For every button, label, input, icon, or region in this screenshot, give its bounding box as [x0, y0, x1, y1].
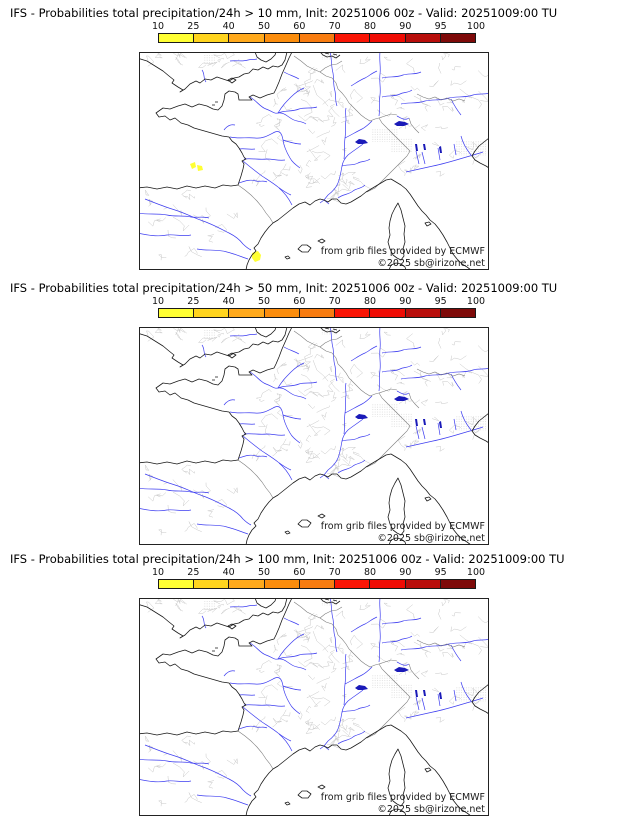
colorbar-tick: 95: [434, 296, 447, 307]
colorbar-segment: [335, 309, 371, 317]
colorbar-tick: 90: [399, 567, 412, 578]
colorbar-tick: 80: [363, 21, 377, 32]
colorbar-segment: [440, 34, 475, 42]
map-svg: [139, 598, 489, 816]
copyright-credit: ©2025 sb@irizone.net: [377, 258, 485, 269]
colorbar-tick: 40: [222, 296, 235, 307]
map-svg: [139, 52, 489, 270]
colorbar-segment: [405, 34, 441, 42]
colorbar-tick: 80: [363, 567, 377, 578]
colorbar-ticks: 10 25 40 50 60 70 80 90 95 100: [152, 567, 485, 578]
colorbar-segment: [299, 580, 336, 588]
panel-precip-gt-50mm: IFS - Probabilities total precipitation/…: [0, 281, 630, 547]
colorbar-segment: [159, 580, 195, 588]
copyright-credit: ©2025 sb@irizone.net: [377, 533, 485, 544]
colorbar-tick: 40: [222, 21, 235, 32]
colorbar-tick: 10: [151, 296, 165, 307]
panel-title: IFS - Probabilities total precipitation/…: [10, 281, 558, 295]
colorbar-segment: [335, 580, 371, 588]
colorbar-segment: [440, 309, 475, 317]
colorbar-segment: [194, 34, 230, 42]
probability-area-bay-of-biscay-spot-2: [197, 165, 203, 171]
panel-precip-gt-100mm: IFS - Probabilities total precipitation/…: [0, 552, 630, 818]
colorbar-tick: 10: [151, 567, 165, 578]
colorbar-segment: [264, 34, 300, 42]
colorbar-tick: 60: [293, 296, 306, 307]
map-western-europe: from grib files provided by ECMWF ©2025 …: [139, 327, 489, 545]
map-western-europe: from grib files provided by ECMWF ©2025 …: [139, 52, 489, 270]
colorbar-segment: [264, 580, 300, 588]
panel-title: IFS - Probabilities total precipitation/…: [10, 6, 558, 20]
colorbar-segment: [229, 34, 265, 42]
colorbar-tick: 50: [257, 296, 271, 307]
colorbar-tick: 25: [187, 21, 200, 32]
colorbar-tick: 25: [187, 296, 200, 307]
colorbar-segment: [194, 580, 230, 588]
colorbar-segment: [229, 580, 265, 588]
map-svg: [139, 327, 489, 545]
colorbar-ticks: 10 25 40 50 60 70 80 90 95 100: [152, 21, 485, 32]
panel-precip-gt-10mm: IFS - Probabilities total precipitation/…: [0, 6, 630, 272]
colorbar-tick: 70: [328, 21, 341, 32]
probability-colorbar: [158, 33, 476, 43]
probability-area-valencia-coast-spot: [252, 251, 261, 262]
map-layers: [139, 327, 489, 545]
colorbar-tick: 95: [434, 21, 447, 32]
colorbar-segment: [159, 34, 195, 42]
colorbar-tick: 90: [399, 21, 412, 32]
colorbar-ticks: 10 25 40 50 60 70 80 90 95 100: [152, 296, 485, 307]
colorbar-tick: 100: [466, 296, 486, 307]
colorbar-tick: 10: [151, 21, 165, 32]
colorbar-segment: [194, 309, 230, 317]
colorbar-segment: [335, 34, 371, 42]
probability-colorbar: [158, 579, 476, 589]
colorbar-tick: 60: [293, 567, 306, 578]
colorbar-tick: 70: [328, 296, 341, 307]
colorbar-segment: [370, 580, 406, 588]
colorbar-tick: 60: [293, 21, 306, 32]
colorbar-tick: 90: [399, 296, 412, 307]
colorbar-segment: [370, 34, 406, 42]
copyright-credit: ©2025 sb@irizone.net: [377, 804, 485, 815]
colorbar-segment: [299, 34, 336, 42]
ecmwf-credit: from grib files provided by ECMWF: [320, 521, 485, 532]
map-layers: [139, 598, 489, 816]
colorbar-segment: [405, 309, 441, 317]
map-layers: [139, 52, 489, 270]
colorbar-tick: 70: [328, 567, 341, 578]
colorbar-tick: 100: [466, 21, 486, 32]
colorbar-segment: [405, 580, 441, 588]
map-western-europe: from grib files provided by ECMWF ©2025 …: [139, 598, 489, 816]
colorbar-tick: 50: [257, 567, 271, 578]
colorbar-segment: [264, 309, 300, 317]
probability-colorbar: [158, 308, 476, 318]
colorbar-tick: 95: [434, 567, 447, 578]
colorbar-tick: 50: [257, 21, 271, 32]
colorbar-tick: 80: [363, 296, 377, 307]
colorbar-segment: [229, 309, 265, 317]
colorbar-segment: [299, 309, 336, 317]
panel-title: IFS - Probabilities total precipitation/…: [10, 552, 565, 566]
colorbar-tick: 25: [187, 567, 200, 578]
colorbar-segment: [159, 309, 195, 317]
ecmwf-credit: from grib files provided by ECMWF: [320, 792, 485, 803]
ecmwf-credit: from grib files provided by ECMWF: [320, 246, 485, 257]
colorbar-tick: 100: [466, 567, 486, 578]
colorbar-segment: [370, 309, 406, 317]
probability-area-bay-of-biscay-spot-1: [190, 162, 196, 169]
colorbar-segment: [440, 580, 475, 588]
colorbar-tick: 40: [222, 567, 235, 578]
